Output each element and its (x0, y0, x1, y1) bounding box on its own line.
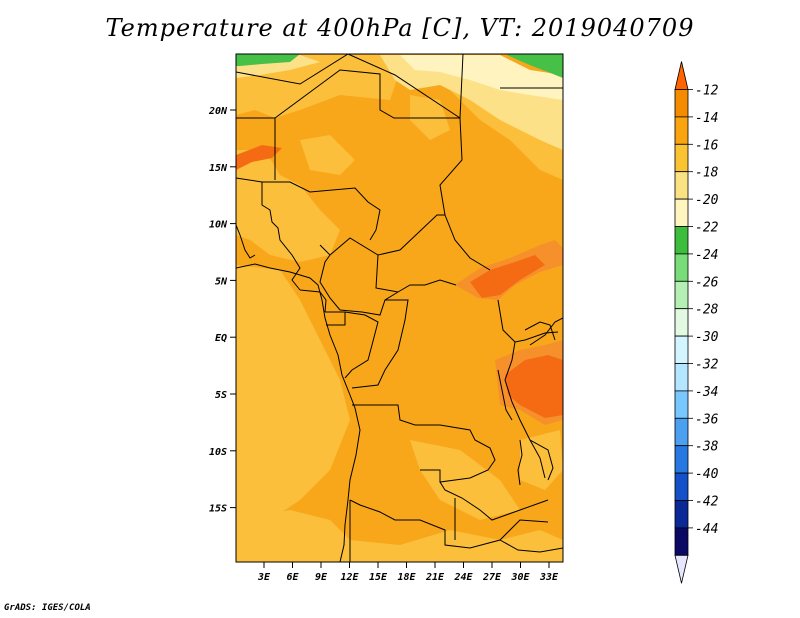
colorbar-swatch (674, 335, 689, 364)
colorbar-swatch (674, 116, 689, 145)
colorbar-label: -30 (695, 330, 719, 345)
colorbar-lower-extension (674, 554, 689, 584)
colorbar-swatch (674, 143, 689, 173)
lon-tick-label: 30E (510, 572, 530, 583)
colorbar-label: -18 (695, 166, 719, 181)
country-boundaries (236, 54, 563, 562)
lat-tick-label: 15S (209, 504, 227, 515)
coastline (236, 263, 556, 562)
colorbar-label: -42 (695, 495, 719, 510)
colorbar-label: -44 (695, 522, 718, 537)
lon-tick-label: 9E (315, 572, 328, 583)
colorbar-label: -22 (695, 221, 719, 236)
latitude-axis: 20N 15N 10N 5N EQ 5S 10S 15S (208, 106, 236, 515)
chart-title: Temperature at 400hPa [C], VT: 201904070… (105, 14, 695, 42)
colorbar-label: -38 (695, 440, 719, 455)
lon-tick-label: 3E (257, 572, 271, 583)
map-frame (235, 53, 564, 563)
colorbar-swatch (674, 527, 689, 556)
lon-tick-label: 21E (425, 572, 445, 583)
lon-tick-label: 27E (482, 572, 502, 583)
colorbar-swatch (674, 417, 689, 447)
colorbar-swatch (674, 472, 689, 501)
colorbar-swatch (674, 363, 689, 392)
colorbar-label: -34 (695, 385, 718, 400)
colorbar-label: -16 (695, 138, 719, 153)
lat-tick-label: 10N (209, 220, 228, 231)
colorbar-label: -36 (695, 412, 719, 427)
colorbar-label: -12 (695, 84, 719, 99)
colorbar-label: -28 (695, 303, 719, 318)
colorbar-swatch (674, 253, 689, 282)
lat-tick-label: 20N (208, 106, 228, 117)
lat-tick-label: 5S (215, 390, 227, 401)
lat-tick-label: 15N (209, 163, 228, 174)
colorbar-label: -14 (695, 111, 718, 126)
colorbar-swatch (674, 89, 689, 118)
lon-tick-label: 15E (369, 572, 388, 583)
colorbar-swatch (674, 500, 689, 529)
colorbar-swatch (674, 390, 689, 419)
colorbar-label: -26 (695, 275, 719, 290)
colorbar-swatch (674, 171, 689, 200)
longitude-axis: 3E 6E 9E 12E 15E 18E 21E 24E 27E 30E 33E (257, 562, 559, 583)
colorbar-swatch (674, 226, 689, 255)
colorbar-swatch (674, 198, 689, 227)
lon-tick-label: 6E (286, 572, 299, 583)
lat-tick-label: EQ (215, 333, 227, 344)
colorbar-label: -24 (695, 248, 718, 263)
temperature-field (236, 54, 563, 562)
lat-tick-label: 10S (209, 447, 227, 458)
colorbar-upper-extension (674, 61, 689, 90)
colorbar-label: -32 (695, 358, 719, 373)
colorbar-swatch (674, 445, 689, 474)
lat-tick-label: 5N (215, 276, 228, 287)
colorbar-swatch (674, 280, 689, 310)
credit-label: GrADS: IGES/COLA (4, 603, 91, 613)
lon-tick-label: 12E (340, 572, 359, 583)
colorbar-label: -20 (695, 193, 719, 208)
lon-tick-label: 18E (397, 572, 416, 583)
colorbar-swatch (674, 308, 689, 337)
colorbar: -12 -14 -16 -18 -20 -22 -24 -26 -28 -30 -32 -34 -36 -… (674, 61, 719, 584)
colorbar-label: -40 (695, 467, 719, 482)
lon-tick-label: 24E (453, 572, 473, 583)
lon-tick-label: 33E (539, 572, 559, 583)
